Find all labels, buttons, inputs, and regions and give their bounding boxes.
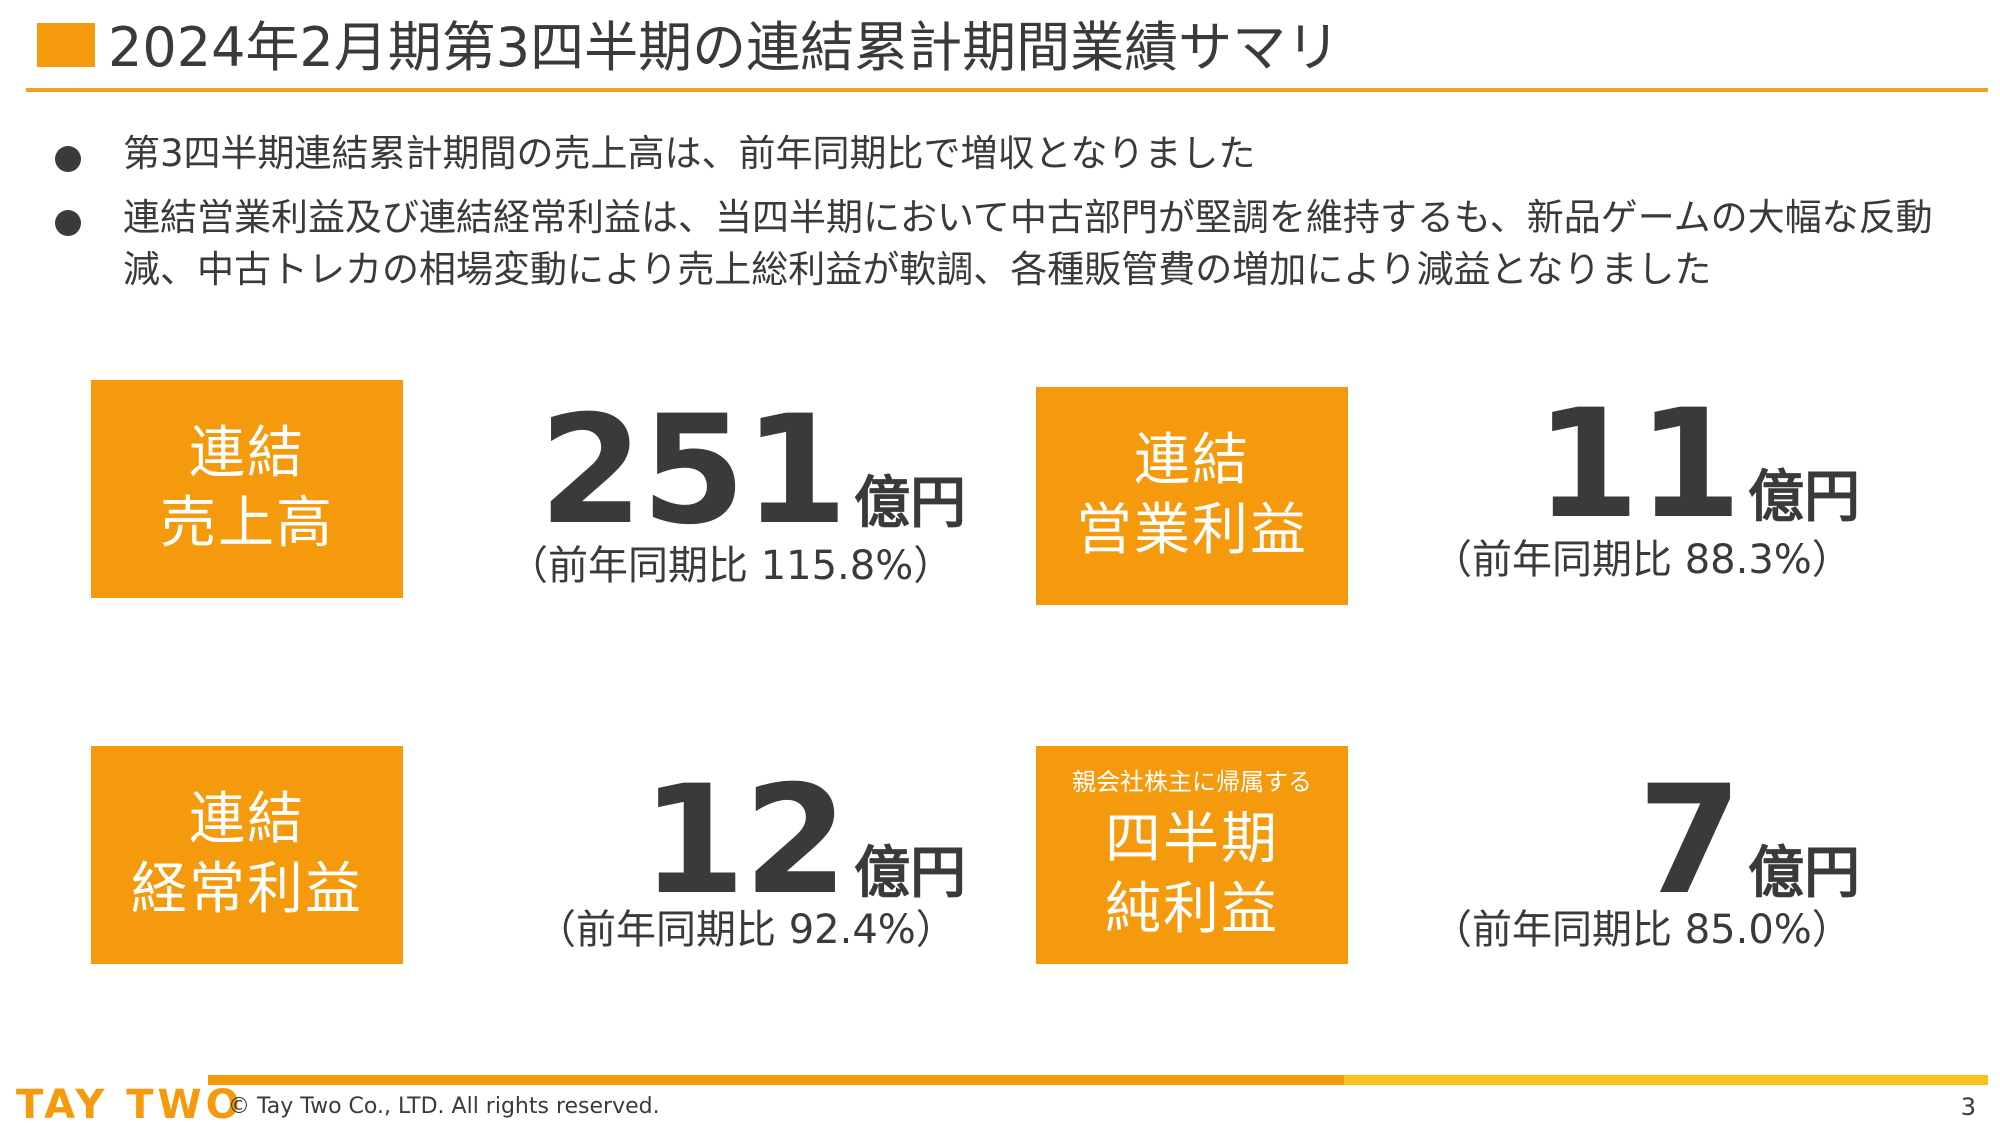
metric-label-note: 親会社株主に帰属する xyxy=(1072,768,1312,796)
metric-label-tile-operating-income: 連結 営業利益 xyxy=(1036,387,1348,605)
bullet-item: 連結営業利益及び連結経常利益は、当四半期において中古部門が堅調を維持するも、新品… xyxy=(55,192,1955,296)
metric-label-line: 経常利益 xyxy=(131,857,363,922)
metric-label-line: 連結 xyxy=(189,787,305,852)
metric-unit: 億円 xyxy=(854,841,966,906)
summary-bullets: 第3四半期連結累計期間の売上高は、前年同期比で増収となりました 連結営業利益及び… xyxy=(55,128,1955,308)
bullet-dot-icon xyxy=(55,210,81,236)
bullet-text: 連結営業利益及び連結経常利益は、当四半期において中古部門が堅調を維持するも、新品… xyxy=(123,196,1933,291)
metric-number: 11 xyxy=(1535,378,1742,552)
metric-label-line: 営業利益 xyxy=(1076,498,1308,563)
footer-accent-bar xyxy=(208,1075,1344,1085)
metric-label-tile-ordinary-income: 連結 経常利益 xyxy=(91,746,403,964)
slide-title: 2024年2月期第3四半期の連結累計期間業績サマリ xyxy=(108,16,1341,79)
metric-value-sales: 251 億円 xyxy=(520,396,966,546)
metric-yoy-sales: （前年同期比 115.8%） xyxy=(508,543,954,589)
metric-unit: 億円 xyxy=(1748,465,1860,530)
metric-label-tile-sales: 連結 売上高 xyxy=(91,380,403,598)
title-accent-square xyxy=(37,23,95,67)
bullet-item: 第3四半期連結累計期間の売上高は、前年同期比で増収となりました xyxy=(55,128,1955,180)
copyright-text: © Tay Two Co., LTD. All rights reserved. xyxy=(228,1094,660,1119)
metric-value-operating-income: 11 億円 xyxy=(1460,390,1860,540)
company-logo: TAY TWO xyxy=(16,1082,244,1128)
metric-label-line: 売上高 xyxy=(160,491,334,556)
metric-yoy-operating-income: （前年同期比 88.3%） xyxy=(1432,537,1852,583)
metric-number: 7 xyxy=(1637,754,1742,928)
title-divider xyxy=(26,88,1988,92)
metric-label-line: 連結 xyxy=(189,421,305,486)
metric-yoy-ordinary-income: （前年同期比 92.4%） xyxy=(536,907,956,953)
metric-number: 251 xyxy=(538,384,848,558)
metric-label-line: 四半期 xyxy=(1105,807,1279,872)
metric-yoy-net-income: （前年同期比 85.0%） xyxy=(1432,907,1852,953)
metric-label-tile-net-income: 親会社株主に帰属する 四半期 純利益 xyxy=(1036,746,1348,964)
metric-value-net-income: 7 億円 xyxy=(1560,766,1860,916)
metric-label-line: 連結 xyxy=(1134,428,1250,493)
metric-unit: 億円 xyxy=(854,471,966,536)
metric-unit: 億円 xyxy=(1748,841,1860,906)
page-number: 3 xyxy=(1960,1093,1976,1121)
metric-number: 12 xyxy=(641,754,848,928)
footer-accent-bar-yellow xyxy=(1344,1075,1988,1085)
bullet-dot-icon xyxy=(55,146,81,172)
bullet-text: 第3四半期連結累計期間の売上高は、前年同期比で増収となりました xyxy=(123,132,1256,175)
metric-label-line: 純利益 xyxy=(1105,877,1279,942)
metric-value-ordinary-income: 12 億円 xyxy=(620,766,966,916)
